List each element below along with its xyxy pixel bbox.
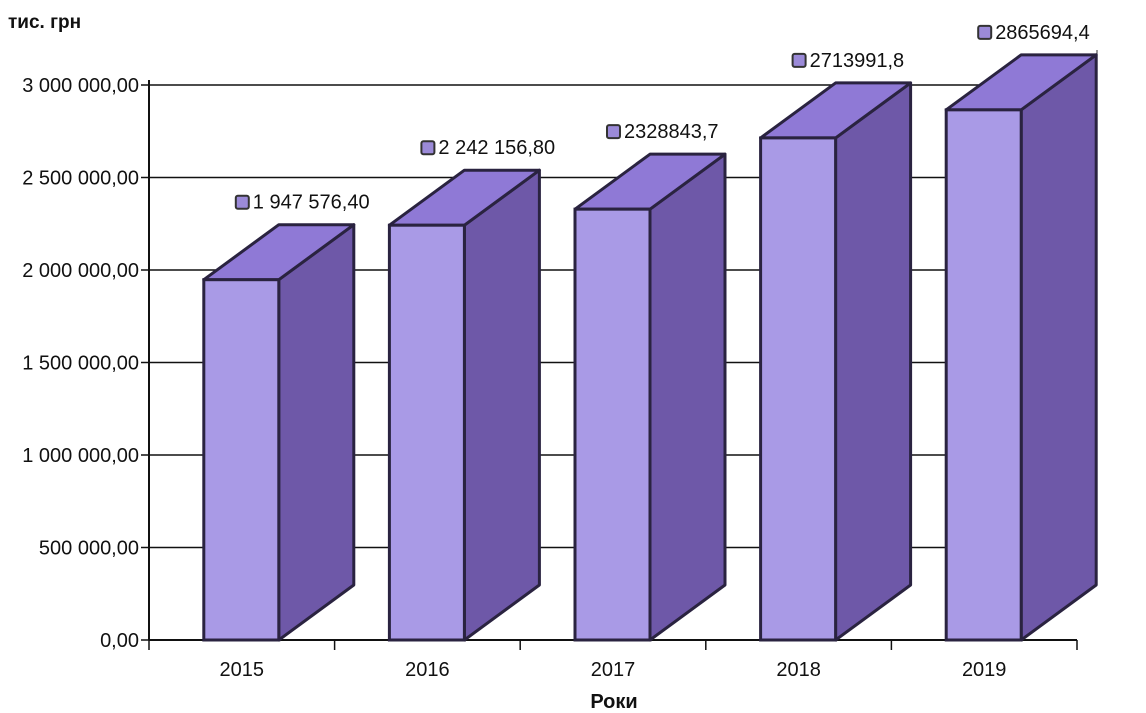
x-axis-label: Роки — [590, 691, 637, 713]
data-label-text: 2865694,4 — [995, 22, 1090, 44]
bar-front — [573, 207, 652, 642]
legend-key — [791, 52, 807, 68]
data-labels: 1 947 576,40 2 242 156,80 2328843,7 2713991… — [234, 22, 1090, 214]
bar-2019 — [944, 53, 1098, 642]
bar-front — [944, 108, 1023, 642]
bar-2016 — [387, 168, 541, 642]
data-label-2018: 2713991,8 — [791, 50, 905, 72]
y-tick-label: 0,00 — [100, 630, 139, 652]
data-label-text: 2328843,7 — [624, 121, 719, 143]
legend-key — [606, 124, 621, 140]
bar-side — [834, 81, 913, 642]
bar-front — [759, 136, 838, 642]
bar-front — [387, 223, 466, 642]
bar-2015 — [202, 223, 356, 642]
x-tick-label: 2018 — [776, 659, 821, 681]
bar-2018 — [759, 81, 913, 642]
y-tick-label: 2 000 000,00 — [22, 260, 139, 282]
x-tick-label: 2016 — [405, 659, 450, 681]
bar-side — [277, 223, 356, 642]
data-label-2016: 2 242 156,80 — [420, 137, 555, 159]
legend-key — [977, 24, 993, 40]
x-tick-label: 2017 — [591, 659, 636, 681]
data-label-text: 2 242 156,80 — [438, 137, 555, 159]
y-tick-label: 2 500 000,00 — [22, 168, 139, 190]
data-label-2017: 2328843,7 — [606, 121, 719, 143]
data-label-text: 1 947 576,40 — [253, 192, 370, 214]
bar-side — [1019, 53, 1098, 642]
bar-side — [648, 152, 727, 642]
data-label-text: 2713991,8 — [810, 50, 905, 72]
x-tick-label: 2015 — [220, 659, 265, 681]
x-tick-label: 2019 — [962, 659, 1007, 681]
y-tick-label: 500 000,00 — [39, 538, 139, 560]
bars — [202, 53, 1098, 642]
axes: 0,00 500 000,00 1 000 000,00 1 500 000,00 2 … — [22, 50, 1098, 681]
y-tick-label: 3 000 000,00 — [22, 75, 139, 97]
bar-side — [462, 168, 541, 642]
data-label-2015: 1 947 576,40 — [234, 192, 370, 214]
y-tick-label: 1 500 000,00 — [22, 353, 139, 375]
y-axis-label: тис. грн — [8, 12, 81, 33]
legend-key — [234, 194, 250, 210]
bar-front — [202, 278, 281, 642]
legend-key — [420, 140, 436, 156]
data-label-2019: 2865694,4 — [977, 22, 1090, 44]
bar-2017 — [573, 152, 727, 642]
y-tick-label: 1 000 000,00 — [22, 445, 139, 467]
